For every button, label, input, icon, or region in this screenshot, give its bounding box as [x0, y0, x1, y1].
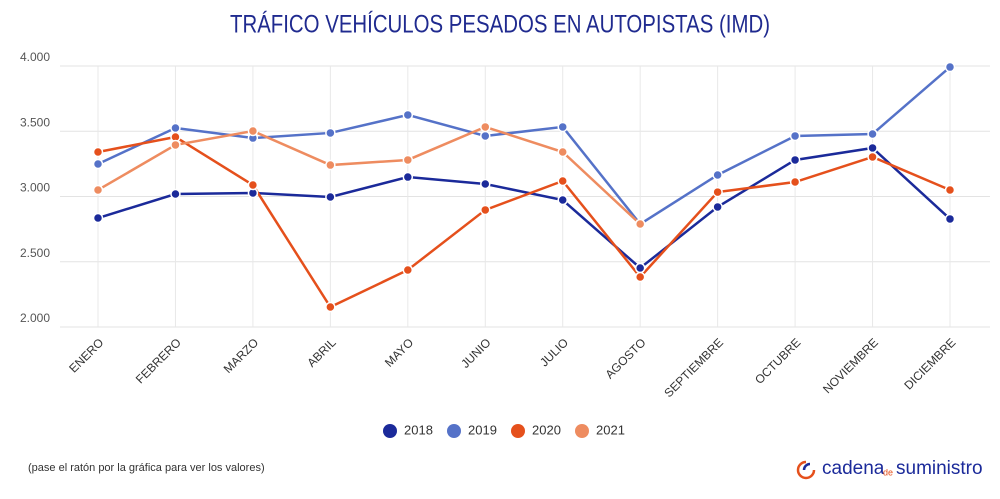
chart-title: TRÁFICO VEHÍCULOS PESADOS EN AUTOPISTAS … [230, 10, 770, 39]
point [789, 154, 801, 166]
point [557, 194, 568, 206]
logo: cadena de suministro [796, 458, 983, 480]
legend-label: 2018 [404, 422, 433, 437]
series-line [97, 66, 951, 226]
point [712, 186, 723, 198]
legend-swatch[interactable] [575, 424, 589, 438]
point [557, 121, 568, 133]
point [480, 121, 491, 133]
logo-icon [796, 460, 816, 480]
point [92, 184, 104, 196]
point [944, 184, 956, 196]
x-tick-label: JUNIO [458, 335, 493, 370]
x-tick-label: OCTUBRE [752, 335, 803, 386]
logo-text: suministro [896, 458, 983, 479]
point [170, 122, 181, 134]
point [557, 175, 568, 187]
point [789, 176, 801, 188]
point [634, 271, 646, 283]
point [867, 151, 878, 163]
point [325, 191, 336, 203]
logo-text: de [883, 467, 893, 477]
point [170, 139, 181, 151]
x-tick-label: MARZO [221, 335, 262, 376]
x-tick-label: MAYO [382, 335, 416, 369]
point [867, 128, 878, 140]
y-tick-label: 4.000 [20, 50, 50, 64]
point [170, 188, 181, 200]
point [480, 178, 491, 190]
y-tick-label: 2.000 [20, 311, 50, 325]
point [712, 201, 723, 213]
point [789, 130, 801, 142]
series-line [97, 125, 642, 225]
point [634, 262, 646, 274]
point [325, 301, 336, 313]
point [325, 159, 336, 171]
x-tick-label: DICIEMBRE [901, 335, 958, 392]
note: (pase el ratón por la gráfica para ver l… [28, 462, 265, 474]
point [402, 109, 414, 121]
point [557, 146, 568, 158]
legend-label: 2020 [532, 422, 561, 437]
x-tick-label: ABRIL [304, 335, 339, 370]
series-line [97, 146, 951, 270]
logo-text: cadena [822, 458, 885, 479]
x-tick-label: JULIO [537, 335, 571, 369]
point [944, 61, 956, 73]
point [402, 154, 414, 166]
y-tick-label: 3.000 [20, 181, 50, 195]
legend-label: 2021 [596, 422, 625, 437]
point [634, 218, 646, 230]
legend-label: 2019 [468, 422, 497, 437]
point [247, 179, 259, 191]
point [92, 146, 104, 158]
x-tick-label: AGOSTO [602, 335, 648, 381]
y-tick-label: 3.500 [20, 115, 50, 129]
point [480, 130, 491, 142]
legend-swatch[interactable] [511, 424, 525, 438]
x-tick-label: SEPTIEMBRE [661, 335, 726, 400]
y-tick-label: 2.500 [20, 246, 50, 260]
point [247, 125, 259, 137]
point [712, 169, 723, 181]
point [92, 158, 104, 170]
x-tick-label: NOVIEMBRE [820, 335, 881, 396]
x-tick-label: ENERO [66, 335, 106, 375]
point [944, 213, 956, 225]
point [867, 142, 878, 154]
point [325, 127, 336, 139]
point [480, 204, 491, 216]
point [402, 171, 414, 183]
point [402, 264, 414, 276]
legend-swatch[interactable] [447, 424, 461, 438]
legend-swatch[interactable] [383, 424, 397, 438]
point [92, 212, 104, 224]
logo-icon [802, 462, 811, 471]
x-tick-label: FEBRERO [133, 335, 184, 386]
series-line [97, 135, 951, 309]
